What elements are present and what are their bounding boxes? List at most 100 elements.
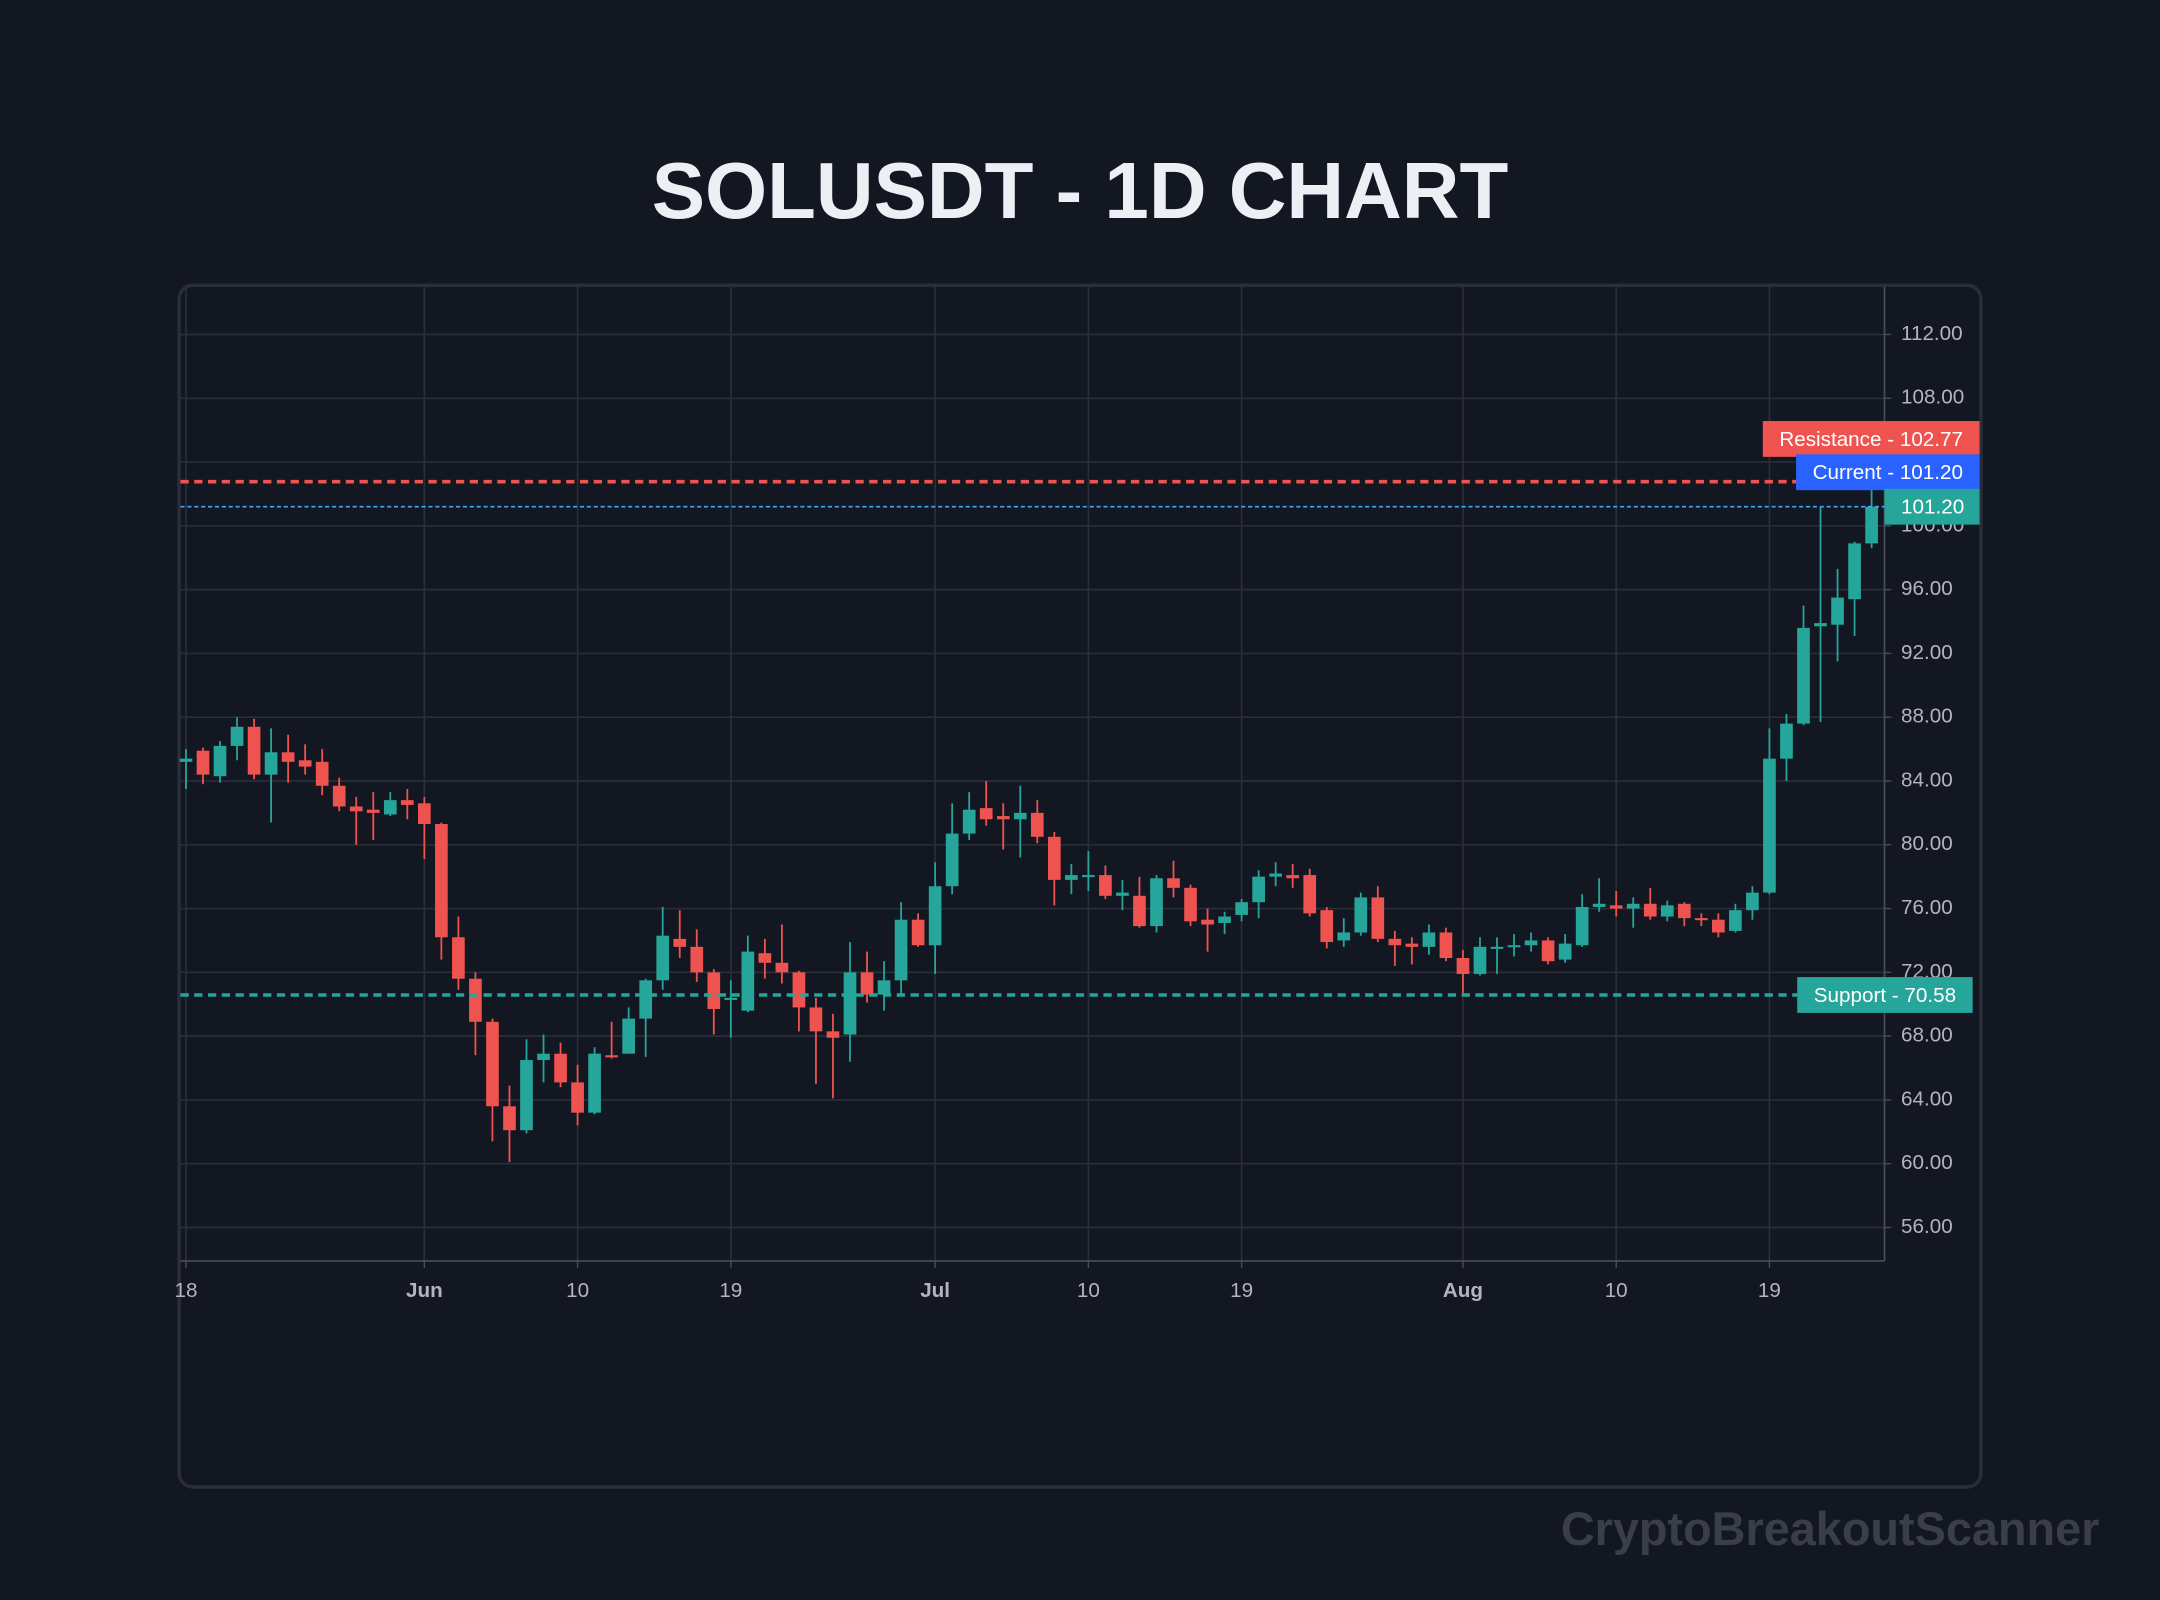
- candle-body: [928, 886, 942, 946]
- candle-body: [1524, 940, 1538, 946]
- candle-body: [1184, 887, 1197, 922]
- candle-body: [894, 919, 908, 981]
- candle-body: [843, 972, 857, 1035]
- y-tick-label: 60.00: [1901, 1151, 1953, 1174]
- candle-body: [588, 1053, 601, 1113]
- candle-body: [1235, 902, 1248, 915]
- candle-body: [741, 951, 755, 1011]
- candle-body: [860, 972, 874, 995]
- candle-body: [554, 1053, 567, 1083]
- level-tag: [1762, 421, 1980, 457]
- candle-body: [1609, 905, 1623, 909]
- level-tag: [1796, 454, 1980, 491]
- x-tick-label: 18: [174, 1279, 197, 1302]
- candle-body: [1473, 946, 1487, 974]
- x-tick-label: 10: [1605, 1279, 1628, 1302]
- candle-body: [605, 1055, 618, 1058]
- candle-body: [366, 809, 380, 813]
- candle-body: [315, 761, 329, 786]
- candle-body: [486, 1021, 499, 1107]
- candle-body: [809, 1007, 823, 1032]
- candle-body: [673, 938, 687, 947]
- candle-body: [247, 726, 261, 775]
- candle-body: [1150, 878, 1163, 927]
- candle-body: [962, 809, 976, 834]
- candle-body: [1797, 627, 1810, 724]
- candle-body: [1865, 506, 1878, 544]
- last-price-label: 101.20: [1901, 496, 1964, 519]
- candle-body: [1388, 938, 1402, 946]
- candle-body: [1626, 903, 1640, 909]
- candle-body: [1354, 897, 1368, 933]
- candle-body: [1013, 812, 1027, 820]
- x-tick-label: 10: [566, 1279, 589, 1302]
- candle-body: [1286, 875, 1300, 879]
- candle-body: [1558, 943, 1572, 960]
- candle-body: [1371, 897, 1385, 939]
- candle-body: [537, 1053, 550, 1061]
- candle-body: [400, 800, 414, 805]
- candle-body: [1592, 903, 1606, 907]
- candle-body: [945, 833, 959, 887]
- candle-body: [1082, 875, 1095, 878]
- candle-body: [758, 953, 772, 963]
- watermark: CryptoBreakoutScanner: [1561, 1503, 2100, 1555]
- candle-body: [775, 962, 789, 973]
- x-tick-label: 19: [1230, 1279, 1253, 1302]
- y-tick-label: 76.00: [1901, 896, 1953, 919]
- candle-body: [418, 803, 431, 825]
- candle-body: [1848, 543, 1861, 600]
- candle-body: [1763, 758, 1776, 893]
- candle-body: [230, 726, 244, 746]
- candle-body: [383, 800, 397, 815]
- level-tag-label: Current - 101.20: [1813, 461, 1963, 484]
- candle-body: [1303, 875, 1317, 914]
- candle-body: [1507, 945, 1521, 948]
- candle-body: [196, 750, 210, 775]
- candle-body: [690, 946, 704, 973]
- candle-body: [1746, 892, 1759, 911]
- x-tick-label: Aug: [1443, 1279, 1483, 1302]
- candle-body: [1780, 723, 1793, 759]
- level-tag-label: Resistance - 102.77: [1779, 428, 1963, 451]
- candle-body: [1729, 910, 1742, 931]
- y-tick-label: 68.00: [1901, 1024, 1953, 1047]
- candle-body: [622, 1018, 635, 1054]
- candle-body: [979, 808, 993, 820]
- y-tick-label: 80.00: [1901, 832, 1953, 855]
- candle-body: [911, 919, 925, 946]
- candle-body: [1337, 932, 1351, 941]
- candle-body: [1814, 623, 1827, 627]
- candle-body: [1065, 875, 1078, 880]
- candle-body: [298, 760, 312, 767]
- candle-body: [1133, 895, 1146, 927]
- candle-body: [656, 935, 670, 981]
- candle-body: [1167, 878, 1180, 888]
- chart-panel: [177, 283, 1983, 1489]
- candle-body: [1269, 873, 1283, 877]
- candle-body: [1252, 876, 1265, 903]
- candle-body: [1405, 943, 1419, 947]
- candle-body: [1643, 903, 1657, 917]
- candle-body: [1030, 812, 1044, 837]
- y-tick-label: 92.00: [1901, 641, 1953, 664]
- y-tick-label: 108.00: [1901, 386, 1964, 409]
- y-tick-label: 72.00: [1901, 960, 1953, 983]
- candle-body: [1099, 875, 1112, 896]
- candle-body: [792, 972, 806, 1008]
- candle-body: [264, 752, 278, 775]
- candle-body: [1831, 597, 1844, 625]
- candle-body: [349, 806, 363, 812]
- candle-body: [520, 1060, 533, 1131]
- candle-body: [1660, 905, 1674, 917]
- candle-body: [1541, 940, 1555, 962]
- candle-body: [1320, 910, 1334, 943]
- level-tag-label: Support - 70.58: [1814, 984, 1956, 1007]
- candle-body: [332, 785, 346, 807]
- candle-body: [1047, 836, 1061, 880]
- candle-body: [1218, 916, 1231, 923]
- chart-title: SOLUSDT - 1D CHART: [652, 146, 1509, 235]
- candle-body: [707, 972, 721, 1010]
- candle-body: [1201, 919, 1214, 925]
